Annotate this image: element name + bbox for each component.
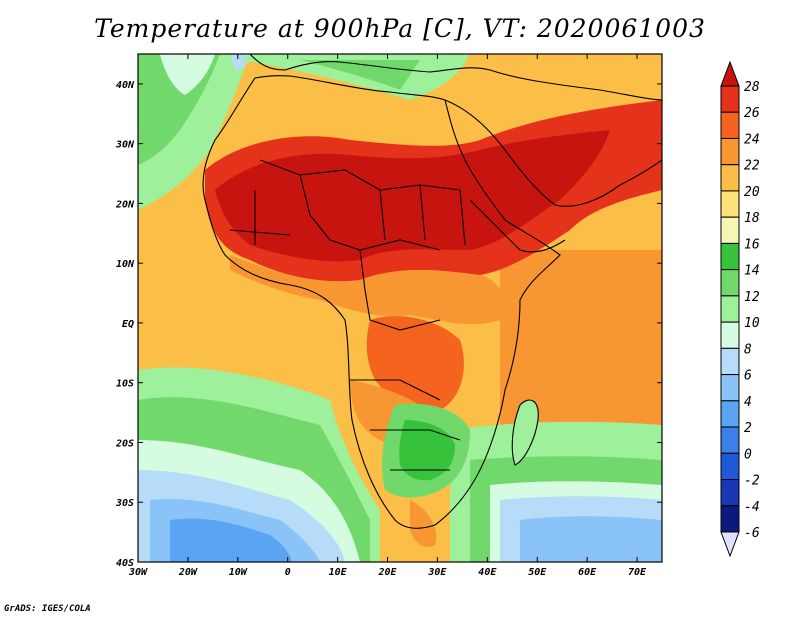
field-south-atlantic-blue3: [170, 518, 292, 562]
lat-tick-label: 40N: [116, 80, 135, 91]
lon-tick-label: 30E: [427, 567, 447, 578]
colorbar-box: [720, 137, 740, 166]
colorbar-level-label: 22: [744, 159, 760, 174]
colorbar-box: [720, 321, 740, 349]
arabia-coastline: [444, 99, 662, 207]
colorbar-level-label: -6: [744, 526, 760, 541]
colorbar-box: [720, 295, 740, 323]
temperature-field: [138, 54, 662, 562]
colorbar-level-label: -2: [744, 474, 760, 489]
latitude-axis: 40S 30S 20S 10S EQ 10N 20N 30N 40N: [115, 80, 662, 569]
colorbar-box: [720, 242, 740, 271]
colorbar-level-label: 20: [744, 185, 760, 200]
field-east-africa-warm: [366, 316, 464, 410]
colorbar-box: [720, 85, 740, 113]
colorbar-level-label: 2: [744, 421, 752, 436]
plot-frame: [137, 53, 663, 563]
colorbar-level-label: 26: [744, 106, 760, 121]
madagascar-coastline: [511, 399, 539, 466]
border-line-1: [259, 159, 461, 191]
colorbar-box: [720, 374, 740, 402]
lon-tick-label: 70E: [628, 567, 647, 578]
lon-tick-label: 0: [285, 567, 291, 578]
colorbar-top-arrow: [720, 60, 740, 87]
field-south-indian-blue2: [520, 516, 662, 562]
europe-coastline: [249, 54, 662, 101]
field-north-atlantic-pale: [160, 54, 215, 95]
colorbar-box: [720, 111, 740, 139]
lat-tick-label: 40S: [116, 558, 134, 569]
field-south-africa-warm: [410, 500, 437, 547]
colorbar-box: [720, 400, 740, 428]
lon-tick-label: 20E: [377, 567, 397, 578]
colorbar-box: [720, 347, 740, 376]
lon-tick-label: 30W: [128, 567, 148, 578]
lat-tick-label: 10N: [116, 259, 135, 270]
colorbar-level-label: 4: [744, 395, 752, 410]
lon-tick-label: 10W: [229, 567, 248, 578]
colorbar-level-label: 14: [744, 264, 760, 279]
colorbar-level-label: 6: [744, 369, 752, 384]
field-madagascar: [512, 400, 539, 465]
lat-tick-label: 20N: [115, 199, 135, 210]
map-title: Temperature at 900hPa [C], VT: 202006100…: [94, 14, 706, 43]
lon-tick-label: 50E: [528, 567, 547, 578]
colorbar-level-label: 0: [744, 447, 752, 462]
red-sea-coast: [469, 199, 566, 253]
colorbar-box: [720, 269, 740, 297]
field-sahara-core: [215, 130, 610, 262]
colorbar-level-label: 12: [744, 290, 760, 305]
border-line-4: [379, 184, 466, 246]
colorbar-level-label: 18: [744, 211, 760, 226]
colorbar-level-label: 24: [744, 132, 760, 147]
lat-tick-label: 30S: [115, 498, 134, 509]
lon-tick-label: 40E: [478, 567, 497, 578]
lat-tick-label: 30N: [115, 140, 135, 151]
longitude-axis: 30W 20W 10W 0 10E 20E 30E 40E 50E 60E 70E: [128, 54, 647, 578]
colorbar-box: [720, 479, 740, 507]
colorbar-level-label: 10: [744, 316, 760, 331]
colorbar-box: [720, 216, 740, 244]
lat-tick-label: 20S: [115, 438, 134, 449]
colorbar-level-label: 8: [744, 342, 752, 357]
border-line-5: [350, 379, 461, 471]
colorbar-level-label: -4: [744, 500, 760, 515]
colorbar-level-label: 28: [744, 80, 760, 95]
lat-tick-label: EQ: [122, 319, 134, 330]
lon-tick-label: 60E: [578, 567, 597, 578]
border-line-3: [359, 249, 441, 331]
colorbar-box: [720, 452, 740, 481]
colorbar-box: [720, 505, 740, 533]
field-sahel-warm: [230, 255, 504, 325]
colorbar-box: [720, 190, 740, 218]
coastlines: [202, 54, 662, 529]
border-line-6: [229, 190, 291, 245]
border-line-2: [299, 174, 441, 251]
credit-label: GrADS: IGES/COLA: [4, 604, 91, 614]
colorbar-box: [720, 426, 740, 454]
colorbar-level-label: 16: [744, 237, 760, 252]
colorbar-box: [720, 164, 740, 192]
field-southern-africa-deep: [399, 420, 455, 481]
lat-tick-label: 10S: [116, 379, 134, 390]
lon-tick-label: 10E: [329, 567, 348, 578]
lon-tick-label: 20W: [178, 567, 198, 578]
colorbar-bottom-arrow: [720, 531, 740, 558]
